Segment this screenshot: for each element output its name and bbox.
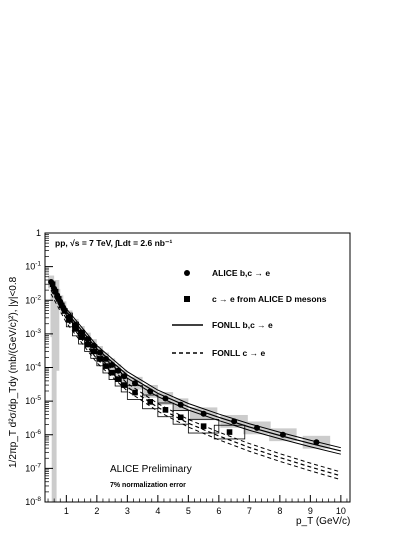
y-axis-title: 1/2πp_T d²σ/dp_Tdy (mb/(GeV/c)²), |y|<0.… <box>8 276 19 468</box>
y-tick-label-1: 1 <box>36 228 41 238</box>
point-bc <box>96 349 103 356</box>
c-e-sys-box <box>72 321 79 337</box>
legend-marker-c <box>184 296 190 302</box>
point-c <box>84 341 91 348</box>
c-e-sys-box <box>65 312 73 328</box>
point-c <box>132 389 138 396</box>
point-c <box>162 407 169 413</box>
x-axis-title: p_T (GeV/c) <box>296 516 350 527</box>
point-bc <box>147 388 154 395</box>
c-e-sys-box <box>187 418 220 434</box>
y-tick-label-10^-7: 10-7 <box>25 462 41 473</box>
x-axis: 1 2 3 4 5 6 7 8 9 10 <box>47 495 348 516</box>
legend-marker-bc <box>184 270 190 276</box>
y-tick-label-10^-4: 10-4 <box>25 362 41 373</box>
y-tick-label-10^-5: 10-5 <box>25 395 41 406</box>
point-c <box>62 308 68 314</box>
point-bc <box>115 367 122 374</box>
x-tick-label-8: 8 <box>277 506 282 516</box>
y-tick-label-10^-8: 10-8 <box>25 496 41 507</box>
point-bc <box>78 329 85 336</box>
fonll-bc-line <box>50 280 341 449</box>
fonll-bands <box>50 280 342 481</box>
point-bc <box>200 410 207 417</box>
point-bc <box>279 431 286 438</box>
legend-label-fonll-bc: FONLL b,c → e <box>212 320 273 330</box>
point-c <box>177 414 184 421</box>
x-tick-label-5: 5 <box>186 506 191 516</box>
y-axis: 10-8 10-7 10-6 10-5 10-4 10-3 10-2 10-1 1 <box>25 228 53 507</box>
sys-box-lowpt <box>55 280 60 371</box>
point-c <box>49 281 56 288</box>
sys-box-lowpt-full <box>51 280 57 502</box>
point-c <box>78 334 85 340</box>
chart-title: pp, √s = 7 TeV, ∫Ldt = 2.6 nb⁻¹ <box>55 238 172 248</box>
point-bc <box>121 373 128 380</box>
c-e-sys-box <box>172 410 189 425</box>
y-tick-label-10^-3: 10-3 <box>25 328 41 339</box>
annotation-normalization: 7% normalization error <box>110 482 186 489</box>
point-c <box>91 348 97 355</box>
legend-label-bc: ALICE b,c → e <box>212 268 270 278</box>
point-bc <box>253 424 260 431</box>
data-markers <box>48 278 320 446</box>
point-c <box>72 326 79 332</box>
x-tick-label-10: 10 <box>336 506 346 516</box>
c-e-sys-box <box>157 402 174 418</box>
x-tick-label-1: 1 <box>64 506 69 516</box>
point-c <box>52 288 59 295</box>
point-c <box>121 382 128 388</box>
fonll-bc-line <box>50 287 341 455</box>
y-tick-label-10^-6: 10-6 <box>25 429 41 440</box>
point-bc <box>313 439 320 446</box>
y-tick-label-10^-2: 10-2 <box>25 294 41 305</box>
point-c <box>200 423 207 429</box>
point-bc <box>177 401 184 408</box>
y-tick-label-10^-1: 10-1 <box>25 261 41 272</box>
legend: ALICE b,c → e c → e from ALICE D mesons … <box>172 268 327 358</box>
fonll-c-line <box>50 286 341 473</box>
point-c <box>55 296 62 302</box>
point-c <box>58 302 65 309</box>
c-e-sys-box <box>142 394 159 410</box>
point-c <box>109 369 115 376</box>
x-tick-label-3: 3 <box>125 506 130 516</box>
x-tick-label-7: 7 <box>247 506 252 516</box>
point-c <box>66 317 73 323</box>
legend-label-fonll-c: FONLL c → e <box>212 348 265 358</box>
point-bc <box>162 395 169 402</box>
fonll-c-line <box>50 293 341 481</box>
point-bc <box>109 361 116 368</box>
c-e-sys-box <box>213 424 246 440</box>
fonll-c-line <box>50 289 342 477</box>
x-tick-label-9: 9 <box>308 506 313 516</box>
annotation-preliminary: ALICE Preliminary <box>110 464 192 475</box>
point-c <box>115 376 121 382</box>
point-c <box>226 429 233 435</box>
legend-label-c: c → e from ALICE D mesons <box>212 294 327 304</box>
point-c <box>103 363 109 369</box>
point-c <box>97 356 103 362</box>
point-bc <box>131 380 138 387</box>
point-bc <box>84 336 91 343</box>
point-bc <box>103 355 109 362</box>
x-tick-label-4: 4 <box>155 506 160 516</box>
point-c <box>147 399 154 405</box>
point-bc <box>90 342 97 349</box>
x-tick-label-2: 2 <box>94 506 99 516</box>
point-bc <box>231 418 238 425</box>
x-tick-label-6: 6 <box>216 506 221 516</box>
